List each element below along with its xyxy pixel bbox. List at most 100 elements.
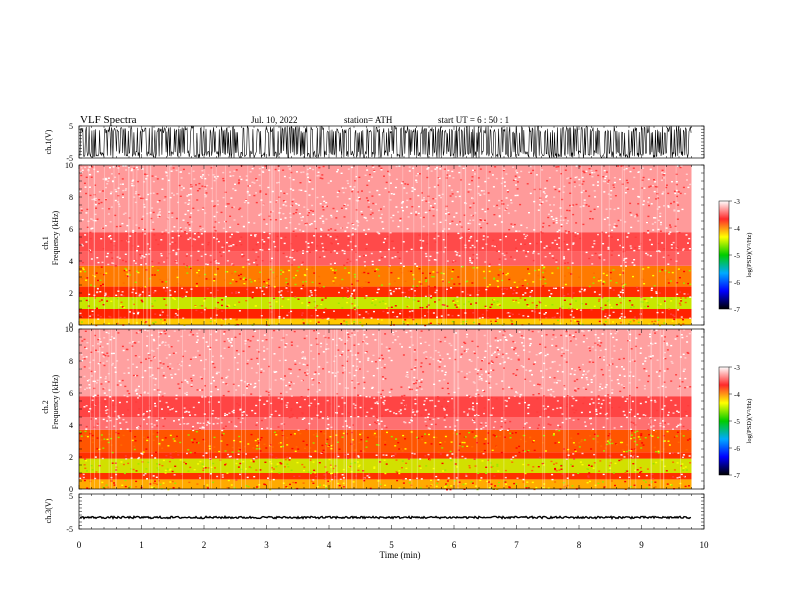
spectral-speckle — [680, 297, 682, 299]
spectral-speckle — [118, 257, 121, 259]
spectral-speckle — [611, 229, 613, 231]
spectral-speckle — [403, 421, 406, 423]
spectral-speckle — [393, 315, 396, 318]
spectral-speckle — [431, 399, 434, 402]
spectral-speckle — [560, 464, 563, 466]
spectral-speckle — [414, 359, 417, 361]
spectral-speckle — [372, 415, 375, 417]
spectral-speckle — [117, 201, 120, 203]
spectral-speckle — [618, 358, 621, 360]
spectral-speckle — [624, 283, 627, 286]
spectral-speckle — [235, 350, 238, 352]
spectral-speckle — [441, 304, 444, 306]
spectral-streak — [413, 165, 415, 325]
spectral-speckle — [329, 464, 332, 466]
spectral-speckle — [638, 245, 641, 248]
spectral-speckle — [322, 351, 325, 353]
spectral-speckle — [651, 473, 654, 475]
spectral-speckle — [451, 315, 454, 317]
spectral-speckle — [229, 215, 232, 217]
spectral-speckle — [192, 374, 195, 377]
spectral-speckle — [582, 330, 585, 333]
spectral-speckle — [637, 203, 640, 205]
spectral-speckle — [351, 227, 354, 229]
spectral-speckle — [611, 250, 614, 252]
spectral-speckle — [292, 179, 295, 181]
spectral-speckle — [312, 442, 315, 444]
spectral-speckle — [485, 306, 488, 309]
spectral-speckle — [685, 173, 688, 175]
spectral-speckle — [93, 198, 96, 200]
spectral-speckle — [474, 212, 477, 214]
spectral-speckle — [80, 243, 83, 246]
spectral-speckle — [528, 351, 531, 353]
spectral-speckle — [572, 232, 575, 234]
spectral-speckle — [543, 426, 546, 429]
spectral-speckle — [145, 178, 148, 180]
spectral-speckle — [636, 215, 639, 217]
spectral-speckle — [618, 406, 621, 408]
spectral-speckle — [303, 337, 306, 340]
spectral-speckle — [174, 298, 177, 300]
spectral-speckle — [181, 416, 184, 419]
spectral-speckle — [404, 478, 407, 480]
spectral-speckle — [457, 305, 460, 307]
spectral-speckle — [449, 457, 452, 459]
spectral-speckle — [677, 309, 680, 311]
spectral-speckle — [254, 280, 256, 282]
spectral-speckle — [487, 317, 490, 319]
spectral-speckle — [310, 480, 313, 482]
spectral-speckle — [642, 176, 645, 179]
spectral-speckle — [563, 396, 566, 398]
spectral-speckle — [252, 459, 255, 461]
spectral-speckle — [223, 340, 226, 343]
spectral-speckle — [651, 343, 654, 345]
spectral-speckle — [291, 249, 294, 251]
spectral-speckle — [353, 186, 356, 188]
spectral-speckle — [189, 331, 192, 333]
spectral-speckle — [442, 251, 445, 253]
spectral-speckle — [80, 321, 83, 323]
spectral-speckle — [286, 283, 289, 285]
spectral-speckle — [343, 252, 346, 255]
spectral-speckle — [447, 233, 449, 236]
spectral-speckle — [351, 322, 354, 325]
spectral-speckle — [286, 193, 289, 195]
spectral-speckle — [80, 171, 83, 174]
spectral-speckle — [388, 248, 390, 251]
spectral-speckle — [471, 446, 474, 448]
spectral-speckle — [608, 454, 611, 457]
spectral-speckle — [560, 223, 563, 226]
spectral-speckle — [142, 232, 145, 234]
spectral-speckle — [380, 319, 383, 321]
spectral-speckle — [389, 289, 392, 292]
spectral-speckle — [677, 411, 680, 413]
spectral-speckle — [159, 333, 162, 335]
spectral-speckle — [228, 245, 231, 247]
spectral-speckle — [110, 251, 113, 254]
spectral-speckle — [679, 418, 682, 420]
spectral-speckle — [654, 221, 657, 224]
spectral-speckle — [256, 179, 259, 181]
spectral-speckle — [493, 205, 495, 207]
spectral-speckle — [538, 456, 541, 459]
spectral-speckle — [660, 179, 663, 181]
spectral-speckle — [287, 260, 290, 262]
spectral-speckle — [356, 365, 359, 368]
spectral-speckle — [97, 314, 100, 316]
spectral-speckle — [632, 319, 635, 321]
spectral-speckle — [499, 239, 502, 241]
spectral-speckle — [322, 209, 325, 211]
spectral-speckle — [349, 260, 352, 263]
spectral-speckle — [455, 332, 458, 334]
spectral-speckle — [371, 176, 373, 178]
spectral-speckle — [653, 399, 656, 402]
spectral-speckle — [599, 412, 602, 415]
spectral-speckle — [505, 352, 508, 355]
spectral-speckle — [443, 398, 446, 400]
spectral-speckle — [264, 483, 267, 486]
spectral-speckle — [516, 188, 519, 190]
spectral-speckle — [148, 294, 151, 297]
spectral-speckle — [206, 288, 209, 290]
spectral-speckle — [480, 368, 483, 370]
